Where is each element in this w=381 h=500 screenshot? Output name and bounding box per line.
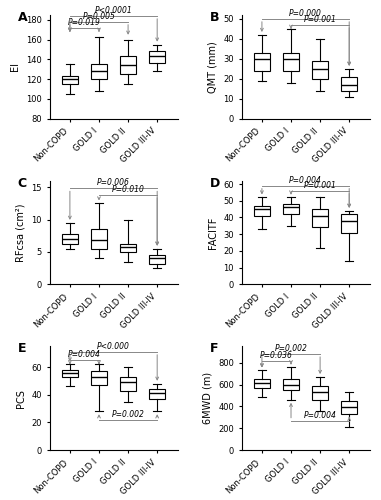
PathPatch shape xyxy=(120,244,136,252)
Y-axis label: 6MWD (m): 6MWD (m) xyxy=(202,372,213,424)
PathPatch shape xyxy=(91,230,107,248)
Text: P<0.0001: P<0.0001 xyxy=(94,6,133,15)
Y-axis label: QMT (mm): QMT (mm) xyxy=(208,41,218,92)
PathPatch shape xyxy=(341,401,357,414)
Text: P=0.001: P=0.001 xyxy=(304,15,336,24)
Y-axis label: EI: EI xyxy=(10,62,21,72)
Text: P=0.006: P=0.006 xyxy=(97,178,130,188)
PathPatch shape xyxy=(341,214,357,233)
Text: P=0.004: P=0.004 xyxy=(68,350,101,359)
PathPatch shape xyxy=(149,389,165,399)
PathPatch shape xyxy=(283,204,299,214)
PathPatch shape xyxy=(62,76,78,84)
Text: B: B xyxy=(210,11,219,24)
PathPatch shape xyxy=(341,76,357,90)
Text: P=0.036: P=0.036 xyxy=(260,350,293,360)
PathPatch shape xyxy=(120,56,136,74)
Text: C: C xyxy=(18,176,27,190)
PathPatch shape xyxy=(283,379,299,390)
Text: D: D xyxy=(210,176,220,190)
PathPatch shape xyxy=(91,372,107,385)
Text: P=0.000: P=0.000 xyxy=(289,9,322,18)
Text: P=0.002: P=0.002 xyxy=(112,410,144,418)
Text: P=0.001: P=0.001 xyxy=(304,180,336,190)
PathPatch shape xyxy=(254,53,270,71)
PathPatch shape xyxy=(312,61,328,78)
Text: F: F xyxy=(210,342,218,355)
PathPatch shape xyxy=(149,255,165,264)
PathPatch shape xyxy=(62,370,78,377)
Text: P=0.005: P=0.005 xyxy=(83,12,115,21)
Text: P<0.000: P<0.000 xyxy=(97,342,130,351)
Text: P=0.019: P=0.019 xyxy=(68,18,101,27)
PathPatch shape xyxy=(120,377,136,390)
PathPatch shape xyxy=(312,386,328,400)
PathPatch shape xyxy=(254,379,270,388)
PathPatch shape xyxy=(149,52,165,64)
Y-axis label: FACITF: FACITF xyxy=(208,216,218,248)
Text: P=0.010: P=0.010 xyxy=(112,185,144,194)
PathPatch shape xyxy=(312,209,328,228)
Text: P=0.004: P=0.004 xyxy=(289,176,322,184)
Text: P=0.002: P=0.002 xyxy=(275,344,307,353)
Text: E: E xyxy=(18,342,26,355)
PathPatch shape xyxy=(254,206,270,216)
PathPatch shape xyxy=(283,53,299,71)
Text: P=0.004: P=0.004 xyxy=(304,410,336,420)
Text: A: A xyxy=(18,11,27,24)
PathPatch shape xyxy=(62,234,78,244)
Y-axis label: PCS: PCS xyxy=(16,389,26,407)
PathPatch shape xyxy=(91,64,107,79)
Y-axis label: RFcsa (cm²): RFcsa (cm²) xyxy=(16,203,26,262)
